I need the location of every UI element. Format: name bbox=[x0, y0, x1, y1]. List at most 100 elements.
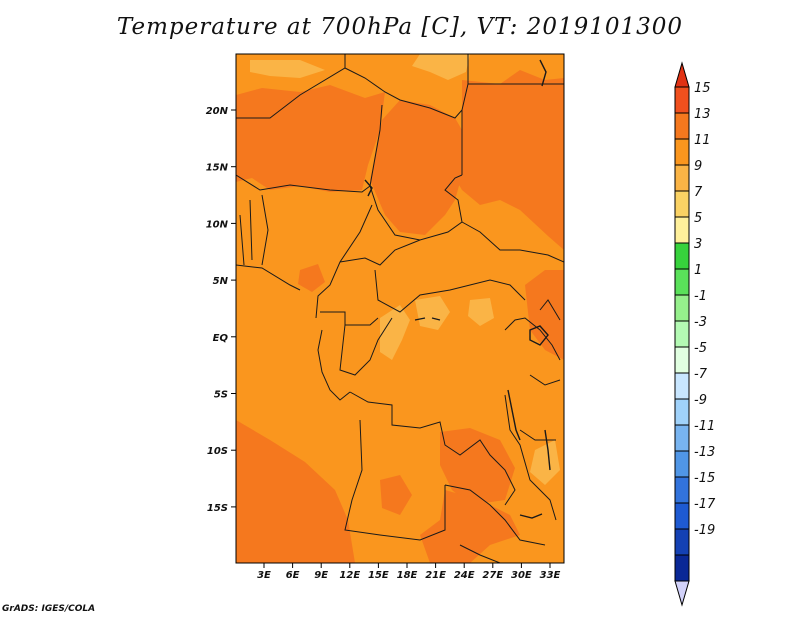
colorbar-swatch bbox=[674, 268, 690, 296]
map-frame bbox=[235, 53, 565, 564]
lon-tick-label: 33E bbox=[540, 570, 561, 581]
colorbar-label: 15 bbox=[694, 81, 711, 96]
lon-tick-label: 15E bbox=[368, 570, 389, 581]
lake-tanganyika bbox=[507, 389, 521, 441]
river-congo-b bbox=[431, 317, 441, 321]
warm-region-northeast bbox=[450, 70, 564, 250]
colorbar: 15 13 11 9 7 5 3 1 -1 -3 -5 -7 -9 -11 -13 -15 -17 -19 bbox=[674, 61, 716, 607]
colorbar-label: -5 bbox=[694, 341, 707, 356]
border-tanzania bbox=[519, 374, 561, 441]
colorbar-label: 13 bbox=[694, 107, 711, 122]
colorbar-label: 1 bbox=[694, 263, 702, 278]
colorbar-label: -7 bbox=[694, 367, 708, 382]
coast-congo bbox=[317, 329, 351, 401]
warm-region-patch-a bbox=[380, 475, 412, 515]
colorbar-swatch bbox=[674, 450, 690, 478]
map-plot-area bbox=[236, 54, 564, 563]
warm-region-zambia bbox=[440, 428, 515, 505]
colorbar-swatch bbox=[674, 554, 690, 582]
lat-tick-label: 20N bbox=[206, 106, 229, 117]
lake-victoria bbox=[529, 325, 549, 346]
colorbar-label: 9 bbox=[694, 159, 702, 174]
lat-tick-label: 15N bbox=[206, 163, 229, 174]
colorbar-label: 3 bbox=[694, 237, 702, 252]
lat-tick-label: 5S bbox=[214, 390, 228, 401]
border-niger-nigeria bbox=[236, 174, 371, 193]
colorbar-label: -19 bbox=[694, 523, 715, 538]
cool-regions bbox=[250, 54, 560, 485]
colorbar-label: -17 bbox=[694, 497, 716, 512]
lon-tick-label: 6E bbox=[286, 570, 300, 581]
lon-tick-label: 3E bbox=[257, 570, 271, 581]
colorbar-swatch bbox=[674, 320, 690, 348]
lakes bbox=[364, 59, 551, 519]
warm-region-kenya bbox=[525, 270, 564, 360]
cool-region-congo bbox=[380, 305, 410, 360]
colorbar-label: -1 bbox=[694, 289, 707, 304]
border-north-2 bbox=[344, 54, 469, 175]
colorbar-swatch bbox=[674, 86, 690, 114]
lon-tick-label: 24E bbox=[454, 570, 475, 581]
border-north-1 bbox=[236, 67, 564, 119]
lon-tick-label: 21E bbox=[425, 570, 446, 581]
colorbar-swatch bbox=[674, 528, 690, 556]
border-gabon-congo bbox=[320, 311, 393, 376]
warm-region-northwest bbox=[236, 85, 385, 192]
lat-tick-label: 15S bbox=[207, 503, 228, 514]
lake-kariba bbox=[519, 513, 543, 519]
colorbar-label: 11 bbox=[694, 133, 711, 148]
warm-region-chad bbox=[370, 100, 462, 235]
country-borders bbox=[236, 54, 564, 563]
border-chad bbox=[369, 104, 463, 241]
cool-region-basin bbox=[415, 296, 450, 330]
colorbar-under-triangle bbox=[674, 580, 690, 607]
lake-chad bbox=[364, 179, 373, 197]
border-cameroon bbox=[315, 204, 421, 319]
colorbar-swatch bbox=[674, 216, 690, 244]
colorbar-label: -3 bbox=[694, 315, 707, 330]
latitude-axis: 20N 15N 10N 5N EQ 5S 10S 15S bbox=[206, 106, 236, 514]
colorbar-swatch bbox=[674, 164, 690, 192]
warm-regions bbox=[236, 70, 564, 563]
lat-tick-label: EQ bbox=[213, 333, 229, 344]
border-west bbox=[236, 194, 301, 291]
colorbar-swatch bbox=[674, 424, 690, 452]
cool-region-north bbox=[412, 54, 470, 80]
warm-region-southwest bbox=[236, 420, 355, 563]
border-sudan bbox=[461, 221, 564, 263]
lon-tick-label: 9E bbox=[314, 570, 328, 581]
colorbar-swatch bbox=[674, 190, 690, 218]
colorbar-label: -15 bbox=[694, 471, 715, 486]
colorbar-label: -11 bbox=[694, 419, 715, 434]
cool-region-lake bbox=[468, 298, 494, 326]
cool-region-sahara bbox=[250, 60, 325, 78]
colorbar-swatch bbox=[674, 346, 690, 374]
colorbar-over-triangle bbox=[674, 61, 690, 88]
colorbar-label: -13 bbox=[694, 445, 715, 460]
colorbar-swatch bbox=[674, 398, 690, 426]
map-title: Temperature at 700hPa [C], VT: 201910130… bbox=[116, 14, 684, 40]
lon-tick-label: 27E bbox=[482, 570, 503, 581]
longitude-axis: 3E 6E 9E 12E 15E 18E 21E 24E 27E 30E 33E bbox=[257, 563, 561, 581]
lon-tick-label: 18E bbox=[397, 570, 418, 581]
colorbar-swatch bbox=[674, 112, 690, 140]
cool-region-east bbox=[530, 440, 560, 485]
colorbar-swatch bbox=[674, 372, 690, 400]
lake-malawi bbox=[544, 429, 551, 471]
colorbar-swatch bbox=[674, 476, 690, 504]
border-south bbox=[444, 484, 546, 563]
colorbar-swatch bbox=[674, 294, 690, 322]
river-congo-a bbox=[414, 317, 426, 321]
lat-tick-label: 10N bbox=[206, 219, 229, 230]
lat-tick-label: 5N bbox=[213, 276, 229, 287]
border-east bbox=[504, 299, 561, 521]
colorbar-swatch bbox=[674, 138, 690, 166]
colorbar-swatch bbox=[674, 502, 690, 530]
colorbar-label: 7 bbox=[694, 185, 703, 200]
lat-tick-label: 10S bbox=[207, 446, 228, 457]
credit-label: GrADS: IGES/COLA bbox=[2, 604, 96, 614]
colorbar-swatch bbox=[674, 242, 690, 270]
lon-tick-label: 30E bbox=[511, 570, 532, 581]
border-drc bbox=[349, 391, 516, 506]
